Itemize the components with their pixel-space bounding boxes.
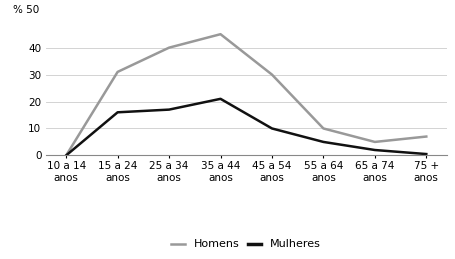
Homens xyxy=(63,154,69,157)
Homens xyxy=(217,33,223,36)
Homens xyxy=(423,135,428,138)
Legend: Homens, Mulheres: Homens, Mulheres xyxy=(171,239,320,249)
Homens xyxy=(115,70,120,74)
Line: Mulheres: Mulheres xyxy=(66,99,425,155)
Mulheres xyxy=(63,154,69,157)
Mulheres xyxy=(320,140,325,143)
Mulheres xyxy=(217,97,223,100)
Homens xyxy=(371,140,377,143)
Homens xyxy=(268,73,274,76)
Mulheres xyxy=(423,153,428,156)
Mulheres xyxy=(115,111,120,114)
Homens xyxy=(166,46,172,49)
Text: % 50: % 50 xyxy=(14,5,40,15)
Mulheres xyxy=(371,148,377,152)
Mulheres xyxy=(166,108,172,111)
Line: Homens: Homens xyxy=(66,34,425,155)
Homens xyxy=(320,127,325,130)
Mulheres xyxy=(268,127,274,130)
